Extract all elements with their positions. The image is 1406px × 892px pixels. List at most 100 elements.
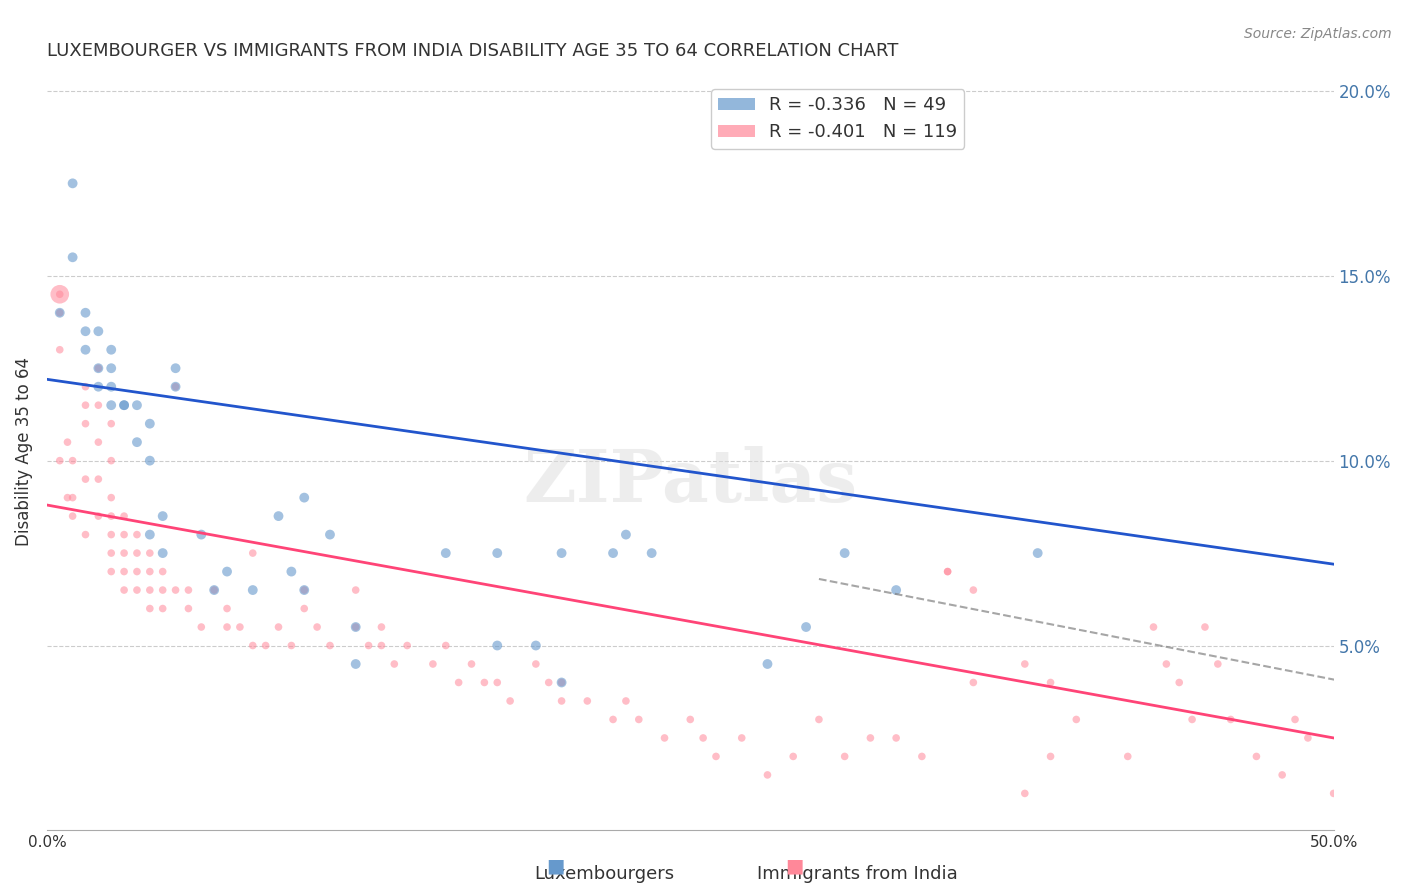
Point <box>884 731 907 745</box>
Point <box>344 582 367 597</box>
Point <box>1026 546 1049 560</box>
Point <box>49 306 72 320</box>
Point <box>215 601 238 615</box>
Point <box>100 453 122 467</box>
Point <box>486 675 509 690</box>
Point <box>139 601 162 615</box>
Point <box>152 582 174 597</box>
Point <box>125 546 148 560</box>
Point <box>434 546 457 560</box>
Point <box>1323 786 1346 800</box>
Point <box>152 601 174 615</box>
Point <box>1014 657 1036 671</box>
Point <box>75 472 97 486</box>
Point <box>112 398 135 412</box>
Point <box>165 380 187 394</box>
Point <box>87 472 110 486</box>
Point <box>190 620 212 634</box>
Point <box>1116 749 1139 764</box>
Point <box>1284 713 1306 727</box>
Point <box>165 582 187 597</box>
Point <box>215 620 238 634</box>
Point <box>75 306 97 320</box>
Point <box>344 620 367 634</box>
Point <box>139 582 162 597</box>
Point <box>1271 768 1294 782</box>
Point <box>87 380 110 394</box>
Point <box>1039 675 1062 690</box>
Point <box>524 639 547 653</box>
Point <box>267 509 290 524</box>
Point <box>242 582 264 597</box>
Point <box>139 417 162 431</box>
Point <box>1142 620 1164 634</box>
Point <box>202 582 225 597</box>
Point <box>49 287 72 301</box>
Point <box>112 509 135 524</box>
Legend: R = -0.336   N = 49, R = -0.401   N = 119: R = -0.336 N = 49, R = -0.401 N = 119 <box>711 89 965 148</box>
Point <box>602 546 624 560</box>
Point <box>152 509 174 524</box>
Point <box>139 527 162 541</box>
Point <box>486 639 509 653</box>
Point <box>75 417 97 431</box>
Point <box>125 565 148 579</box>
Point <box>229 620 252 634</box>
Text: Immigrants from India: Immigrants from India <box>758 865 957 883</box>
Text: Luxembourgers: Luxembourgers <box>534 865 675 883</box>
Point <box>654 731 676 745</box>
Point <box>87 361 110 376</box>
Point <box>1246 749 1268 764</box>
Point <box>267 620 290 634</box>
Point <box>756 657 779 671</box>
Point <box>177 582 200 597</box>
Point <box>280 565 302 579</box>
Point <box>692 731 714 745</box>
Point <box>1168 675 1191 690</box>
Point <box>152 565 174 579</box>
Point <box>62 453 84 467</box>
Point <box>1194 620 1216 634</box>
Point <box>112 546 135 560</box>
Point <box>100 491 122 505</box>
Point <box>1181 713 1204 727</box>
Point <box>614 527 637 541</box>
Point <box>344 620 367 634</box>
Point <box>49 453 72 467</box>
Point <box>100 343 122 357</box>
Point <box>75 380 97 394</box>
Point <box>242 639 264 653</box>
Point <box>100 527 122 541</box>
Point <box>640 546 662 560</box>
Point <box>434 639 457 653</box>
Point <box>576 694 599 708</box>
Point <box>1014 786 1036 800</box>
Point <box>62 509 84 524</box>
Point <box>1156 657 1178 671</box>
Point <box>370 620 392 634</box>
Point <box>382 657 405 671</box>
Point <box>474 675 496 690</box>
Point <box>100 380 122 394</box>
Point <box>807 713 830 727</box>
Text: ■: ■ <box>785 857 804 876</box>
Point <box>56 435 79 450</box>
Point <box>370 639 392 653</box>
Point <box>307 620 329 634</box>
Point <box>190 527 212 541</box>
Point <box>962 582 984 597</box>
Point <box>62 491 84 505</box>
Point <box>100 361 122 376</box>
Point <box>357 639 380 653</box>
Point <box>936 565 959 579</box>
Point <box>125 435 148 450</box>
Point <box>911 749 934 764</box>
Point <box>486 546 509 560</box>
Point <box>100 565 122 579</box>
Point <box>679 713 702 727</box>
Point <box>602 713 624 727</box>
Point <box>447 675 470 690</box>
Point <box>550 675 572 690</box>
Point <box>75 343 97 357</box>
Point <box>87 509 110 524</box>
